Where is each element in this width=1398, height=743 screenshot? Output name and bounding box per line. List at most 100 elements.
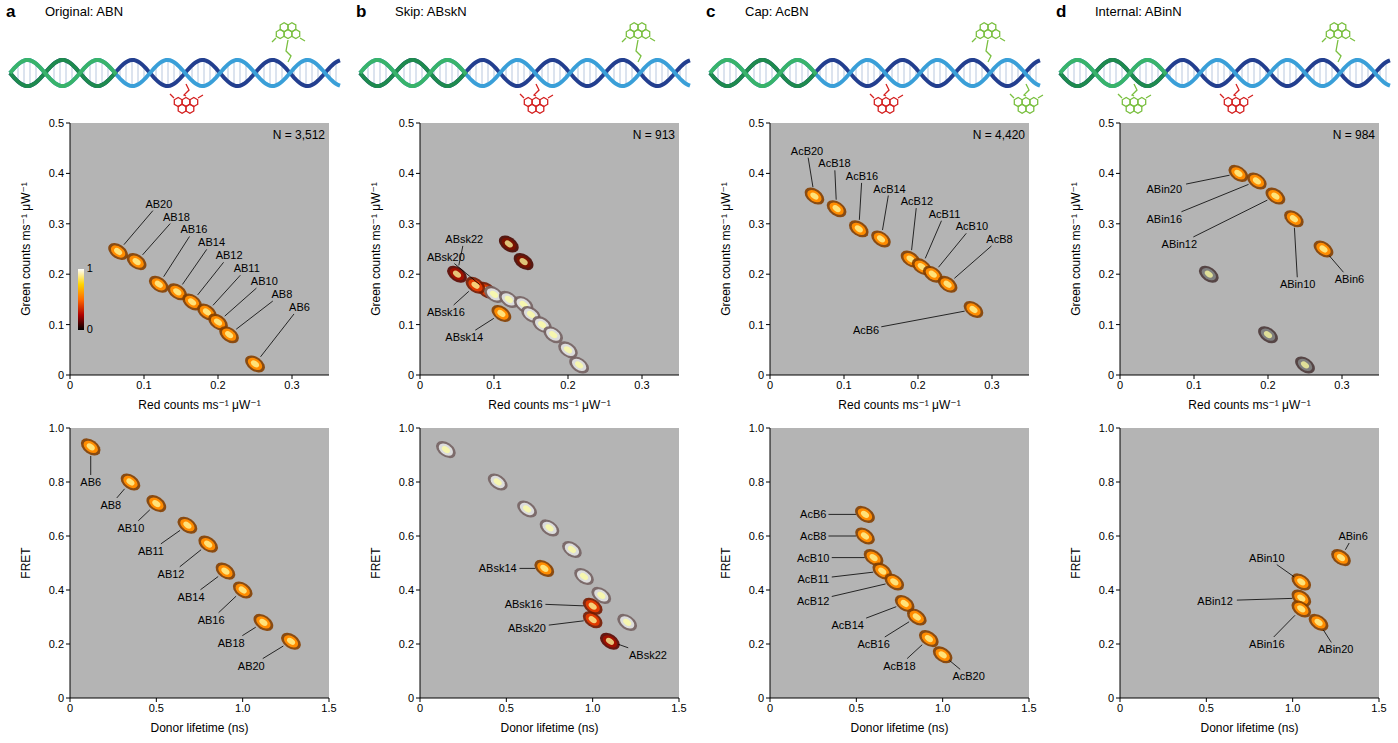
svg-text:0: 0: [58, 692, 64, 704]
svg-text:1.0: 1.0: [1099, 422, 1114, 434]
svg-text:AcB6: AcB6: [800, 508, 826, 520]
svg-text:0.2: 0.2: [49, 268, 64, 280]
svg-text:AcB11: AcB11: [929, 208, 961, 220]
svg-text:AcB18: AcB18: [883, 660, 915, 672]
svg-text:ABsk14: ABsk14: [445, 331, 483, 343]
svg-text:0: 0: [58, 369, 64, 381]
svg-text:ABin10: ABin10: [1280, 278, 1315, 290]
svg-text:0.1: 0.1: [49, 319, 64, 331]
svg-text:AcB6: AcB6: [853, 324, 879, 336]
svg-text:AB16: AB16: [198, 614, 225, 626]
svg-text:ABsk22: ABsk22: [445, 233, 483, 245]
svg-text:AB6: AB6: [80, 476, 101, 488]
svg-text:Donor lifetime (ns): Donor lifetime (ns): [150, 721, 248, 735]
svg-text:AcB16: AcB16: [857, 638, 889, 650]
svg-text:0.4: 0.4: [399, 167, 414, 179]
svg-text:AB8: AB8: [271, 288, 292, 300]
svg-text:0: 0: [417, 379, 423, 391]
svg-text:ABsk16: ABsk16: [505, 598, 543, 610]
svg-text:1.0: 1.0: [935, 702, 950, 714]
svg-text:ABsk14: ABsk14: [479, 562, 517, 574]
svg-text:0.2: 0.2: [749, 638, 764, 650]
svg-text:0.6: 0.6: [1099, 530, 1114, 542]
svg-text:0.6: 0.6: [399, 530, 414, 542]
svg-text:0.1: 0.1: [136, 379, 151, 391]
svg-text:0: 0: [1117, 702, 1123, 714]
svg-text:0.4: 0.4: [49, 584, 64, 596]
svg-text:0.2: 0.2: [399, 268, 414, 280]
svg-text:0.3: 0.3: [749, 218, 764, 230]
svg-text:0.3: 0.3: [1099, 218, 1114, 230]
svg-text:0.1: 0.1: [836, 379, 851, 391]
svg-text:AcB16: AcB16: [846, 170, 878, 182]
svg-text:0.3: 0.3: [984, 379, 999, 391]
svg-text:AB20: AB20: [238, 660, 265, 672]
svg-text:1.0: 1.0: [49, 422, 64, 434]
svg-text:AB10: AB10: [251, 275, 278, 287]
svg-text:Red counts ms⁻¹ μW⁻¹: Red counts ms⁻¹ μW⁻¹: [138, 398, 260, 412]
svg-text:0.1: 0.1: [749, 319, 764, 331]
svg-text:0.5: 0.5: [849, 702, 864, 714]
svg-text:AcB10: AcB10: [956, 220, 988, 232]
svg-text:0.4: 0.4: [1099, 167, 1114, 179]
svg-text:AcB20: AcB20: [952, 670, 984, 682]
svg-text:0.2: 0.2: [749, 268, 764, 280]
svg-text:Red counts ms⁻¹ μW⁻¹: Red counts ms⁻¹ μW⁻¹: [1188, 398, 1310, 412]
svg-text:Donor lifetime (ns): Donor lifetime (ns): [850, 721, 948, 735]
svg-text:AB6: AB6: [289, 301, 310, 313]
svg-text:AcB20: AcB20: [791, 145, 823, 157]
svg-text:0.6: 0.6: [749, 530, 764, 542]
svg-text:ABsk22: ABsk22: [629, 649, 667, 661]
svg-text:ABin16: ABin16: [1249, 638, 1284, 650]
svg-text:AB14: AB14: [198, 236, 225, 248]
svg-text:ABin6: ABin6: [1335, 273, 1364, 285]
svg-text:0: 0: [758, 692, 764, 704]
svg-text:ABsk16: ABsk16: [427, 306, 465, 318]
svg-text:1.5: 1.5: [671, 702, 686, 714]
svg-text:0.4: 0.4: [49, 167, 64, 179]
svg-text:1.0: 1.0: [749, 422, 764, 434]
svg-text:AB20: AB20: [145, 198, 172, 210]
svg-text:0.5: 0.5: [149, 702, 164, 714]
svg-text:ABsk20: ABsk20: [508, 622, 546, 634]
svg-text:Red counts ms⁻¹ μW⁻¹: Red counts ms⁻¹ μW⁻¹: [838, 398, 960, 412]
svg-text:AcB12: AcB12: [901, 195, 933, 207]
svg-text:0: 0: [767, 379, 773, 391]
svg-text:ABsk20: ABsk20: [427, 251, 465, 263]
svg-text:0.8: 0.8: [749, 476, 764, 488]
svg-text:1.0: 1.0: [235, 702, 250, 714]
svg-text:AcB11: AcB11: [797, 573, 829, 585]
svg-text:0: 0: [758, 369, 764, 381]
svg-text:Donor lifetime (ns): Donor lifetime (ns): [1200, 721, 1298, 735]
svg-text:0: 0: [1117, 379, 1123, 391]
svg-text:AB8: AB8: [100, 499, 121, 511]
svg-text:0.2: 0.2: [910, 379, 925, 391]
svg-text:0.5: 0.5: [749, 117, 764, 129]
svg-text:0: 0: [408, 692, 414, 704]
svg-text:0: 0: [767, 702, 773, 714]
svg-text:0.5: 0.5: [1099, 117, 1114, 129]
svg-text:0.2: 0.2: [49, 638, 64, 650]
svg-text:0.3: 0.3: [284, 379, 299, 391]
svg-text:0.2: 0.2: [1099, 638, 1114, 650]
svg-text:0.2: 0.2: [399, 638, 414, 650]
svg-text:AcB14: AcB14: [831, 619, 863, 631]
svg-text:AcB10: AcB10: [797, 552, 829, 564]
svg-text:Donor lifetime (ns): Donor lifetime (ns): [500, 721, 598, 735]
svg-text:0.5: 0.5: [1199, 702, 1214, 714]
svg-text:ABin6: ABin6: [1338, 530, 1367, 542]
svg-text:AB16: AB16: [181, 223, 208, 235]
svg-text:0.3: 0.3: [634, 379, 649, 391]
svg-text:ABin16: ABin16: [1147, 213, 1182, 225]
svg-text:0.2: 0.2: [1099, 268, 1114, 280]
svg-text:ABin20: ABin20: [1318, 643, 1353, 655]
svg-text:ABin10: ABin10: [1249, 552, 1284, 564]
svg-text:0: 0: [67, 379, 73, 391]
svg-text:0.5: 0.5: [49, 117, 64, 129]
svg-text:1.0: 1.0: [585, 702, 600, 714]
svg-text:0.1: 0.1: [1099, 319, 1114, 331]
svg-text:0.3: 0.3: [1334, 379, 1349, 391]
svg-text:0.3: 0.3: [399, 218, 414, 230]
svg-text:0: 0: [417, 702, 423, 714]
svg-text:AcB8: AcB8: [986, 233, 1012, 245]
